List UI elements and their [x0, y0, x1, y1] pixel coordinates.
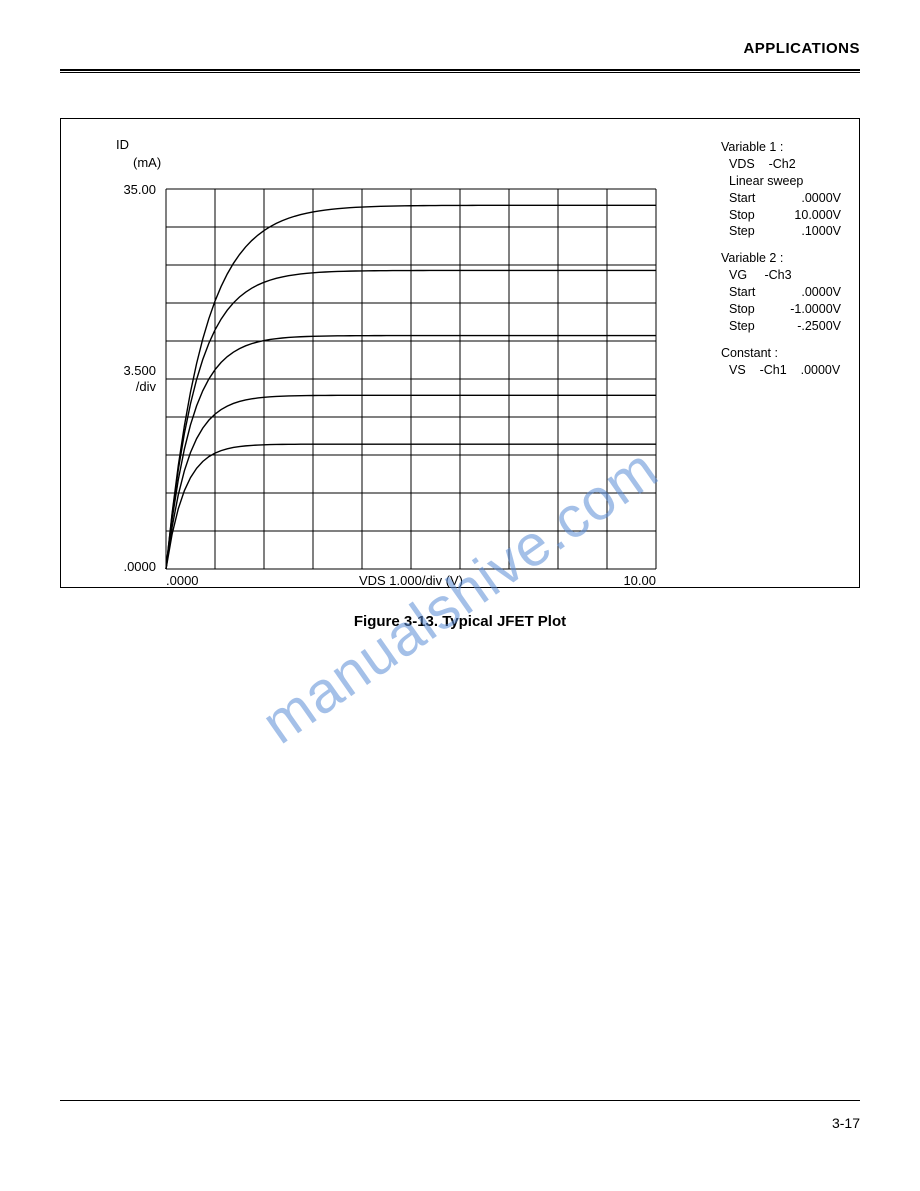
var2-start-v: .0000V [771, 284, 841, 301]
var2-ch: -Ch3 [764, 268, 791, 282]
section-header: APPLICATIONS [60, 40, 860, 57]
var1-step-k: Step [721, 223, 771, 240]
legend-panel: Variable 1 : VDS -Ch2 Linear sweep Start… [721, 139, 841, 388]
var2-stop-v: -1.0000V [771, 301, 841, 318]
svg-text:.0000: .0000 [166, 573, 199, 588]
var2-name: VG [729, 268, 747, 282]
svg-text:ID: ID [116, 137, 129, 152]
var2-start-k: Start [721, 284, 771, 301]
var1-stop-k: Stop [721, 207, 771, 224]
svg-text:10.00: 10.00 [623, 573, 656, 588]
const-ch: -Ch1 [760, 363, 787, 377]
var2-step-v: -.2500V [771, 318, 841, 335]
var1-start-k: Start [721, 190, 771, 207]
page: APPLICATIONS ID (mA) 35.00 3.500/div .0000 .0… [60, 40, 860, 1151]
header-rule [60, 69, 860, 73]
legend-var2: Variable 2 : VG -Ch3 Start.0000V Stop-1.… [721, 250, 841, 334]
chart-frame: ID (mA) 35.00 3.500/div .0000 .0000 VDS 1.000/… [60, 118, 860, 588]
const-title: Constant : [721, 345, 841, 362]
var2-step-k: Step [721, 318, 771, 335]
svg-text:.0000: .0000 [123, 559, 156, 574]
svg-text:3.500: 3.500 [123, 363, 156, 378]
var1-name: VDS [729, 157, 755, 171]
var1-stop-v: 10.000V [771, 207, 841, 224]
var2-title: Variable 2 : [721, 250, 841, 267]
var2-stop-k: Stop [721, 301, 771, 318]
page-number: 3-17 [832, 1115, 860, 1131]
legend-var1: Variable 1 : VDS -Ch2 Linear sweep Start… [721, 139, 841, 240]
const-val: .0000V [801, 363, 841, 377]
var1-step-v: .1000V [771, 223, 841, 240]
svg-text:VDS 1.000/div (V): VDS 1.000/div (V) [359, 573, 463, 588]
svg-text:(mA): (mA) [133, 155, 161, 170]
figure-caption: Figure 3-13. Typical JFET Plot [60, 613, 860, 630]
var1-title: Variable 1 : [721, 139, 841, 156]
const-name: VS [729, 363, 746, 377]
footer-rule [60, 1100, 860, 1101]
var1-sweep: Linear sweep [721, 173, 841, 190]
var1-start-v: .0000V [771, 190, 841, 207]
var1-ch: -Ch2 [769, 157, 796, 171]
legend-const: Constant : VS -Ch1 .0000V [721, 345, 841, 379]
svg-text:35.00: 35.00 [123, 182, 156, 197]
svg-text:/div: /div [136, 379, 157, 394]
